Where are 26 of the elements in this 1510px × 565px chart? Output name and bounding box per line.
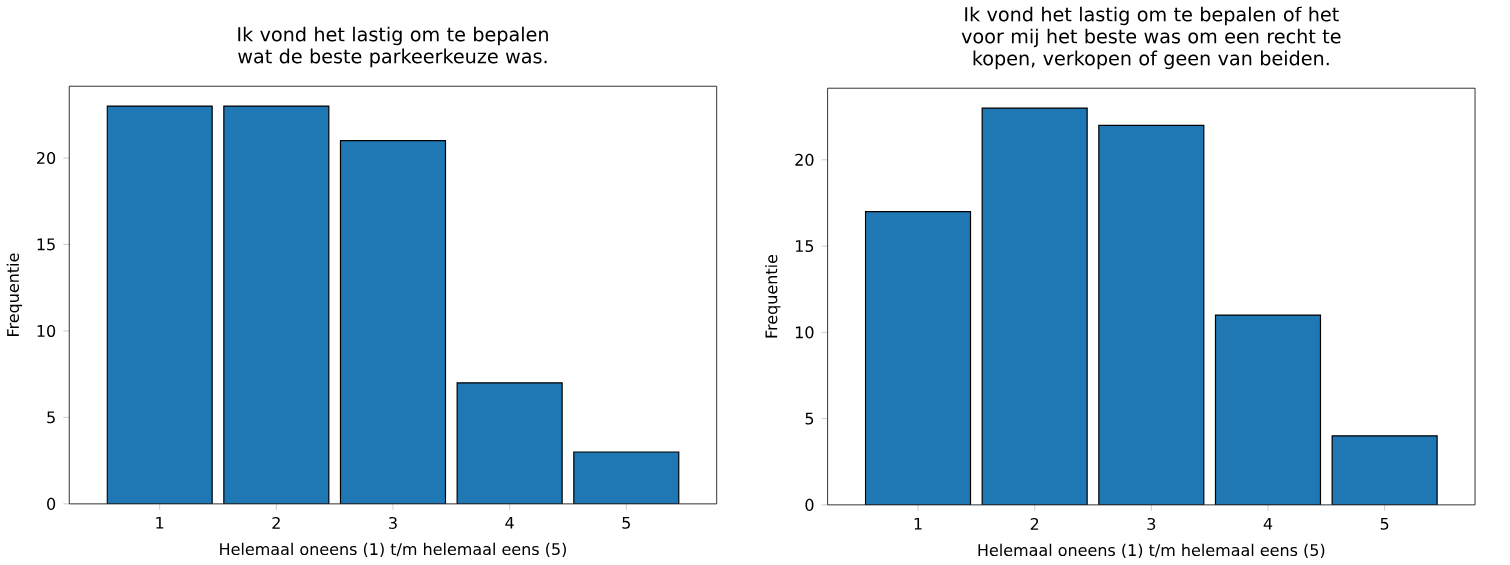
y-axis-title: Frequentie: [765, 255, 781, 338]
x-tick-label: 3: [1147, 518, 1156, 531]
y-tick-label: 0: [805, 498, 814, 511]
chart-title: Ik vond het lastig om te bepalen of het voor mij het beste was om een recht te kopen, verkopen of geen van beiden.: [961, 6, 1341, 70]
y-tick-label: 10: [795, 326, 814, 339]
x-tick-label: 4: [1263, 518, 1273, 530]
y-tick-label: 0: [47, 497, 56, 510]
y-axis-title: Frequentie: [6, 253, 23, 337]
x-tick-label: 5: [622, 517, 630, 529]
x-tick-label: 2: [272, 517, 280, 529]
x-tick-label: 4: [505, 517, 514, 529]
y-tick-label: 5: [805, 412, 814, 425]
x-axis-title: Helemaal oneens (1) t/m helemaal eens (5): [220, 542, 566, 558]
chart-title: Ik vond het lastig om te bepalen wat de beste parkeerkeuze was.: [238, 26, 548, 68]
y-tick-label: 20: [37, 152, 56, 165]
y-tick-label: 15: [795, 240, 814, 253]
y-tick-label: 15: [37, 238, 55, 251]
x-axis-title: Helemaal oneens (1) t/m helemaal eens (5): [978, 543, 1325, 559]
x-tick-label: 3: [389, 517, 397, 530]
x-tick-label: 5: [1380, 518, 1389, 530]
y-tick-label: 10: [37, 324, 56, 338]
x-tick-label: 1: [156, 517, 164, 529]
y-tick-label: 20: [795, 153, 814, 166]
x-tick-label: 2: [1030, 518, 1039, 530]
x-tick-label: 1: [914, 518, 922, 530]
y-tick-label: 5: [47, 411, 55, 424]
